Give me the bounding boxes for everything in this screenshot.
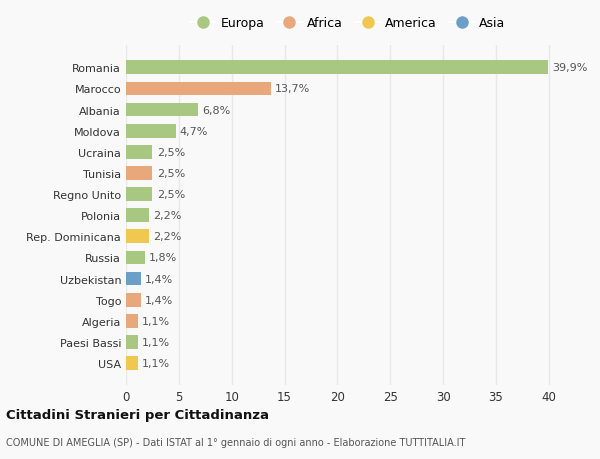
Bar bbox=[126, 167, 152, 180]
Text: 1,4%: 1,4% bbox=[145, 274, 173, 284]
Bar bbox=[126, 103, 198, 117]
Bar bbox=[126, 146, 152, 159]
Bar bbox=[126, 124, 176, 138]
Text: 4,7%: 4,7% bbox=[180, 126, 208, 136]
Text: 1,1%: 1,1% bbox=[142, 316, 170, 326]
Bar bbox=[126, 62, 548, 75]
Text: 2,5%: 2,5% bbox=[157, 147, 185, 157]
Text: 1,8%: 1,8% bbox=[149, 253, 178, 263]
Bar bbox=[126, 272, 141, 286]
Text: 2,5%: 2,5% bbox=[157, 190, 185, 200]
Bar bbox=[126, 357, 137, 370]
Text: 1,1%: 1,1% bbox=[142, 358, 170, 368]
Text: 6,8%: 6,8% bbox=[202, 106, 230, 115]
Bar bbox=[126, 293, 141, 307]
Text: Cittadini Stranieri per Cittadinanza: Cittadini Stranieri per Cittadinanza bbox=[6, 408, 269, 421]
Text: 2,2%: 2,2% bbox=[154, 211, 182, 221]
Text: 39,9%: 39,9% bbox=[552, 63, 587, 73]
Legend: Europa, Africa, America, Asia: Europa, Africa, America, Asia bbox=[188, 15, 508, 33]
Text: 1,1%: 1,1% bbox=[142, 337, 170, 347]
Bar bbox=[126, 188, 152, 202]
Bar bbox=[126, 336, 137, 349]
Text: 2,2%: 2,2% bbox=[154, 232, 182, 242]
Text: 13,7%: 13,7% bbox=[275, 84, 310, 94]
Text: 2,5%: 2,5% bbox=[157, 168, 185, 179]
Bar bbox=[126, 314, 137, 328]
Text: COMUNE DI AMEGLIA (SP) - Dati ISTAT al 1° gennaio di ogni anno - Elaborazione TU: COMUNE DI AMEGLIA (SP) - Dati ISTAT al 1… bbox=[6, 437, 466, 447]
Text: 1,4%: 1,4% bbox=[145, 295, 173, 305]
Bar bbox=[126, 83, 271, 96]
Bar bbox=[126, 251, 145, 265]
Bar bbox=[126, 230, 149, 244]
Bar bbox=[126, 209, 149, 223]
